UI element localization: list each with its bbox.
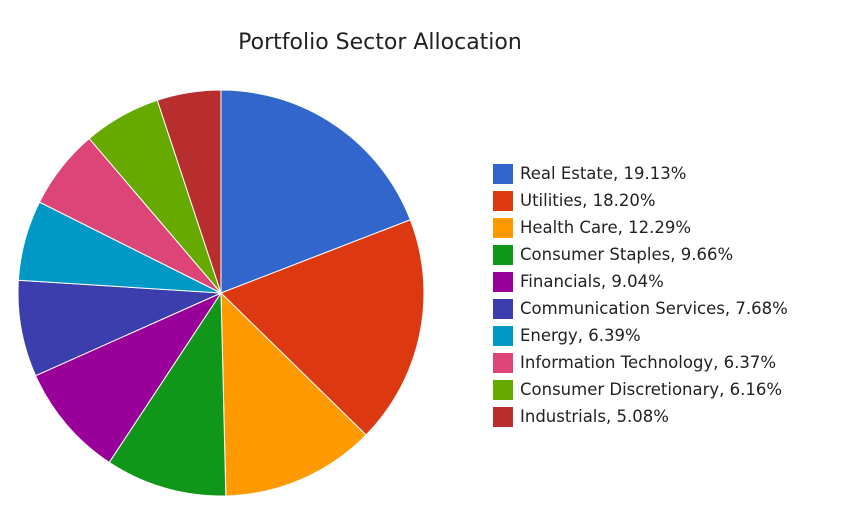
chart-title: Portfolio Sector Allocation <box>238 30 522 55</box>
legend-swatch <box>493 163 513 184</box>
legend-swatch <box>493 217 513 238</box>
legend-label: Information Technology, 6.37% <box>520 353 777 372</box>
legend-swatch <box>493 352 513 373</box>
legend-label: Consumer Discretionary, 6.16% <box>520 380 783 399</box>
legend-label: Consumer Staples, 9.66% <box>520 245 734 264</box>
legend-swatch <box>493 271 513 292</box>
legend-item-6[interactable]: Energy, 6.39% <box>493 322 788 349</box>
legend-swatch <box>493 298 513 319</box>
legend-label: Communication Services, 7.68% <box>520 299 788 318</box>
legend-swatch <box>493 244 513 265</box>
legend-item-2[interactable]: Health Care, 12.29% <box>493 214 788 241</box>
legend-item-5[interactable]: Communication Services, 7.68% <box>493 295 788 322</box>
legend-swatch <box>493 190 513 211</box>
pie-slice-0[interactable] <box>220 89 411 294</box>
legend-swatch <box>493 379 513 400</box>
legend-item-3[interactable]: Consumer Staples, 9.66% <box>493 241 788 268</box>
legend-label: Industrials, 5.08% <box>520 407 669 426</box>
legend-swatch <box>493 406 513 427</box>
pie-slice-2[interactable] <box>220 291 367 497</box>
legend-item-4[interactable]: Financials, 9.04% <box>493 268 788 295</box>
legend-label: Energy, 6.39% <box>520 326 641 345</box>
legend-label: Health Care, 12.29% <box>520 218 692 237</box>
legend-label: Financials, 9.04% <box>520 272 664 291</box>
legend-item-9[interactable]: Industrials, 5.08% <box>493 403 788 430</box>
legend-label: Real Estate, 19.13% <box>520 164 687 183</box>
legend: Real Estate, 19.13% Utilities, 18.20% Heal… <box>493 160 788 430</box>
legend-item-1[interactable]: Utilities, 18.20% <box>493 187 788 214</box>
legend-label: Utilities, 18.20% <box>520 191 656 210</box>
pie-slice-5[interactable] <box>17 279 222 377</box>
pie-slice-3[interactable] <box>108 291 227 497</box>
legend-item-0[interactable]: Real Estate, 19.13% <box>493 160 788 187</box>
legend-item-7[interactable]: Information Technology, 6.37% <box>493 349 788 376</box>
pie-slice-9[interactable] <box>156 89 222 294</box>
pie-slice-4[interactable] <box>34 291 223 464</box>
legend-swatch <box>493 325 513 346</box>
legend-item-8[interactable]: Consumer Discretionary, 6.16% <box>493 376 788 403</box>
pie-slice-1[interactable] <box>220 219 425 436</box>
